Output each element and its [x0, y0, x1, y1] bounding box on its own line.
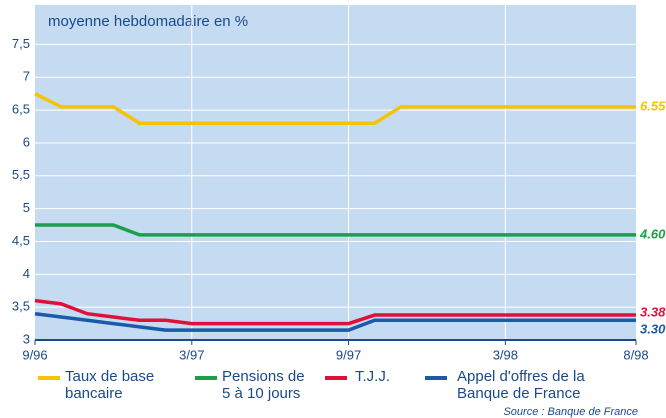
y-tick-label: 4,5	[12, 233, 30, 248]
legend-label: Appel d'offres de la Banque de France	[457, 368, 585, 402]
series-line	[34, 298, 636, 326]
y-tick-label: 5	[23, 200, 30, 215]
chart-title: moyenne hebdomadaire en %	[48, 13, 248, 30]
x-tick-label: 8/98	[623, 347, 648, 362]
y-tick-label: 5,5	[12, 167, 30, 182]
legend-swatch	[325, 376, 347, 380]
legend-label: Pensions de 5 à 10 jours	[222, 368, 305, 402]
plot-area	[35, 5, 636, 340]
x-tick-label: 3/97	[179, 347, 204, 362]
value-label: 3.30	[640, 322, 666, 337]
legend-label: Taux de base bancaire	[65, 368, 155, 402]
value-label: 6.55	[640, 98, 666, 113]
y-tick-label: 6	[23, 134, 30, 149]
legend-swatch	[425, 376, 447, 380]
x-tick-label: 3/98	[493, 347, 518, 362]
series-line	[34, 311, 636, 332]
legend-label: T.J.J.	[355, 368, 391, 385]
series-line	[35, 223, 636, 237]
y-tick-label: 3	[23, 331, 30, 346]
value-label: 4.60	[639, 226, 666, 241]
x-tick-label: 9/97	[336, 347, 361, 362]
legend-swatch	[38, 376, 60, 380]
value-label: 3.38	[640, 304, 666, 319]
y-tick-label: 7,5	[12, 36, 30, 51]
legend-swatch	[195, 376, 217, 380]
y-tick-label: 6,5	[12, 102, 30, 117]
y-tick-label: 4	[23, 266, 30, 281]
series-line	[34, 92, 636, 125]
source: Source : Banque de France	[503, 406, 638, 418]
x-tick-label: 9/96	[22, 347, 47, 362]
y-tick-label: 7	[23, 69, 30, 84]
y-tick-label: 3,5	[12, 299, 30, 314]
